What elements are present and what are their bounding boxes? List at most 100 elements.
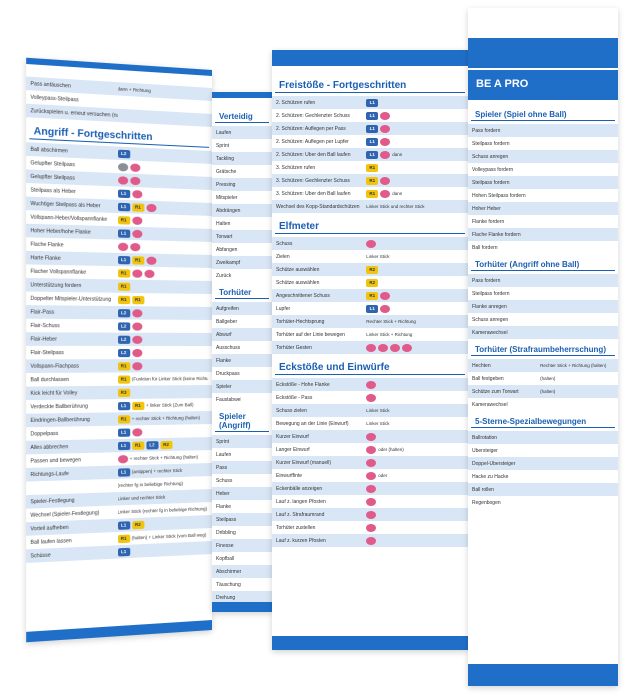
item-value: L1 R1 + linker Stick (Zum Ball) <box>117 401 209 410</box>
item-label: Passen und bewegen <box>30 456 82 465</box>
controller-button-icon <box>131 229 142 238</box>
item-label: Kamerawechsel <box>472 401 508 408</box>
list-item: Schuss <box>272 237 468 250</box>
controller-button-icon: L2 <box>117 308 130 317</box>
item-note: oder <box>378 473 388 478</box>
item-value <box>366 510 464 519</box>
item-label: Regenbogen <box>472 499 501 506</box>
list-item: 3. Schützen: Über den Ball laufen R1 dann <box>272 187 468 200</box>
list-item: Ausschuss <box>212 341 272 354</box>
list-item: Torhüter Gesten <box>272 341 468 354</box>
item-value: (halten) <box>540 389 614 394</box>
controller-button-icon <box>131 189 142 199</box>
item-label: Schütze auswählen <box>276 279 320 286</box>
list-item: Steilpass fordern <box>468 137 618 150</box>
list-item: Eckstöße - Hohe Flanke <box>272 378 468 391</box>
controller-button-icon <box>366 523 377 532</box>
controller-button-icon: L2 <box>117 149 130 158</box>
item-value <box>366 497 464 506</box>
item-label: Flanke anregen <box>472 303 507 310</box>
list-item: Schuss zielen Linker Stick <box>272 404 468 417</box>
list-item: Dribbling <box>212 526 272 539</box>
list-item: Laufen <box>212 126 272 139</box>
row-list: Hechten Rechter Stick + Richtung (halten)… <box>468 359 618 411</box>
controller-button-icon <box>380 291 391 300</box>
item-label: 2. Schützen: Gechlenzter Schuss <box>276 112 350 119</box>
panel-top-band <box>26 57 212 76</box>
item-label: Ball abschirmen <box>30 146 68 155</box>
item-label: Hechten <box>472 362 491 369</box>
list-item: Flair-Heber L2 <box>26 332 212 346</box>
row-list: 2. Schützen rufen L1 2. Schützen: Gechlenz… <box>272 96 468 213</box>
list-item: Zurück <box>212 269 272 282</box>
item-label: Flacher Vollspannflanke <box>30 268 87 276</box>
list-item: Angeschnittener Schuss R1 <box>272 289 468 302</box>
list-item: Grätsche <box>212 165 272 178</box>
controller-button-icon: R2 <box>131 520 144 529</box>
item-value: dann + Richtung <box>118 86 209 97</box>
list-item: Pass fordern <box>468 124 618 137</box>
controller-button-icon <box>131 335 142 344</box>
item-note: Linker Stick <box>366 254 390 259</box>
list-item: 2. Schützen: Auflegen per Lupfer L1 <box>272 135 468 148</box>
list-item: 3. Schützen rufen R1 <box>272 161 468 174</box>
list-item: Kurzer Einwurf <box>272 430 468 443</box>
list-item: Schuss anregen <box>468 313 618 326</box>
item-value <box>117 175 209 188</box>
item-label: Doppelter Mitspieler-Unterstützung <box>30 295 112 303</box>
section-title: Torhüter <box>215 286 269 299</box>
list-item: Flair-Pass L2 <box>26 305 212 320</box>
item-label: Kick leicht für Volley <box>30 389 78 397</box>
controller-button-icon: R1 <box>366 176 379 185</box>
item-note: (halten) + Linker Stick (vom Ball weg) <box>131 532 207 541</box>
item-value: Linker Stick + Richtung <box>366 332 464 337</box>
controller-button-icon <box>390 343 401 352</box>
controller-button-icon <box>131 321 142 331</box>
item-value: L2 <box>117 321 209 331</box>
list-item: Aufgreifen <box>212 302 272 315</box>
item-value: oder (halten) <box>366 445 464 454</box>
item-note: Rechter Stick + Richtung (halten) <box>540 363 607 368</box>
controller-button-icon <box>117 175 128 185</box>
item-label: Wuchtiger Steilpass als Heber <box>30 200 101 209</box>
item-label: Richtungs-Laufe <box>30 470 69 478</box>
brochure-panel-3: Freistöße - Fortgeschritten 2. Schützen r… <box>272 50 468 650</box>
controller-button-icon: L1 <box>117 547 130 556</box>
list-item: 2. Schützen: Gechlenzter Schuss L1 <box>272 109 468 122</box>
item-label: Lauf z. kurzen Pfosten <box>276 537 326 544</box>
item-value: + rechter Stick + Richtung (halten) <box>117 453 209 463</box>
item-value: L1 (antippen) + rechter Stick <box>117 466 209 477</box>
controller-button-icon: R1 <box>117 282 130 291</box>
item-label: Angeschnittener Schuss <box>276 292 330 299</box>
controller-button-icon: L2 <box>117 348 130 357</box>
item-label: 2. Schützen: Auflegen per Lupfer <box>276 138 349 145</box>
controller-button-icon: R1 <box>131 295 144 304</box>
item-label: Doppelpass <box>30 430 59 438</box>
item-value: R1 <box>366 163 464 172</box>
controller-button-icon: L1 <box>117 467 130 477</box>
list-item: Ballgeber <box>212 315 272 328</box>
item-label: Pass fordern <box>472 277 501 284</box>
item-label: Eindringen-Ballberührung <box>30 416 90 424</box>
item-label: Hohen Steilpass fordern <box>472 192 526 199</box>
item-label: Pass <box>216 464 228 471</box>
item-label: Harte Flanke <box>30 254 61 262</box>
item-value: R1 <box>117 268 209 279</box>
item-label: Täuschung <box>216 581 241 588</box>
item-value: R1 + rechter Stick + Richtung (halten) <box>117 414 209 424</box>
controller-button-icon <box>366 239 377 248</box>
controller-button-icon <box>380 124 391 133</box>
item-label: Steilpass fordern <box>472 179 510 186</box>
item-note: (Funktion für Linker Stick (keine Richtu… <box>131 375 209 382</box>
item-label: Vollspann-Heber/Vollspannflanke <box>30 213 108 223</box>
list-item: Pressing <box>212 178 272 191</box>
section-title: Verteidig <box>215 110 269 123</box>
panel-top-band <box>212 92 272 98</box>
controller-button-icon: L1 <box>117 441 130 450</box>
section-title: Torhüter (Strafraumbeherrschung) <box>471 343 615 356</box>
item-label: Pressing <box>216 181 236 188</box>
list-item: Spieler <box>212 380 272 393</box>
item-label: Kamerawechsel <box>472 329 508 336</box>
controller-button-icon: R1 <box>366 189 379 198</box>
item-label: Spieler <box>216 383 232 390</box>
